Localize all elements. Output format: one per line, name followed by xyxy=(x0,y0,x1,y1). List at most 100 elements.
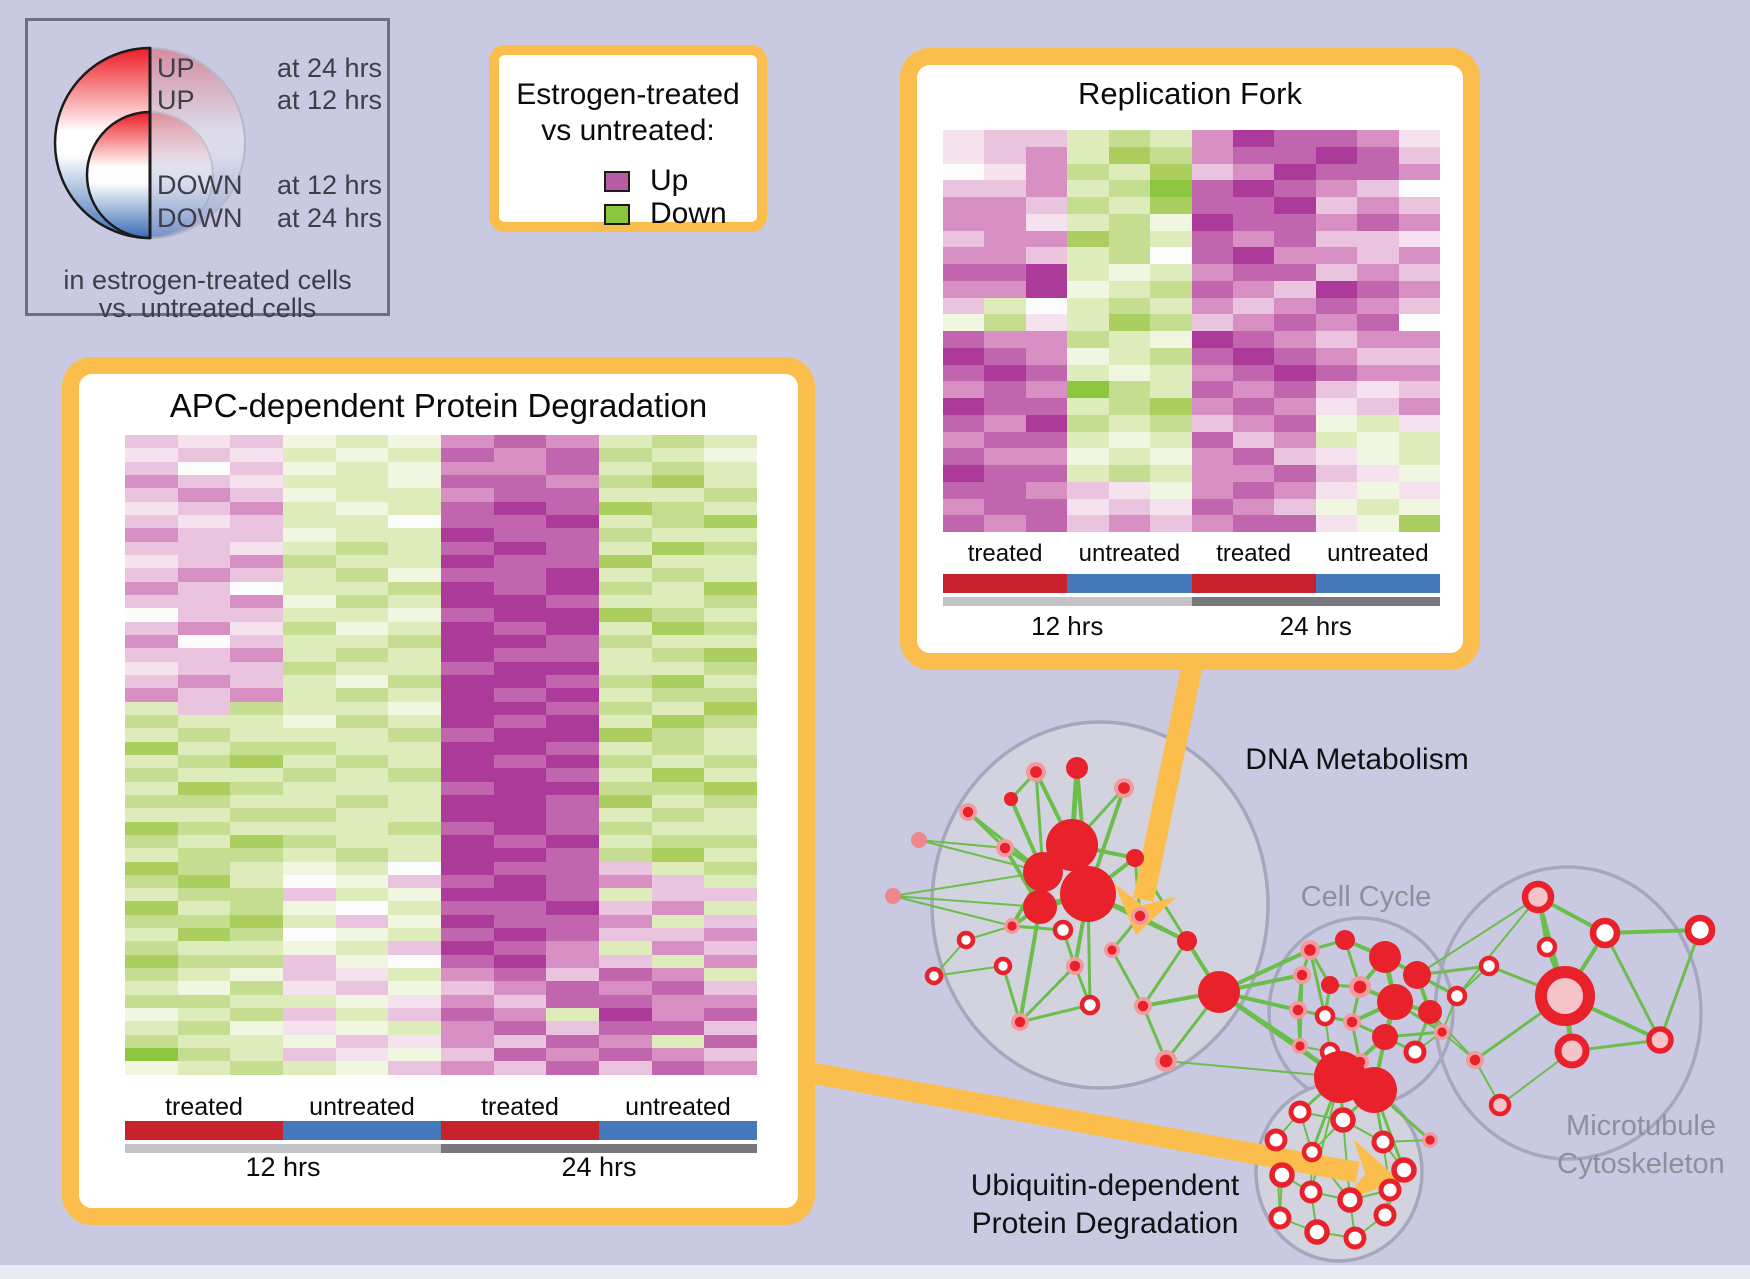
heatmap-cell xyxy=(651,994,705,1009)
heatmap-cell xyxy=(388,808,442,822)
heatmap-cell xyxy=(704,461,758,475)
heatmap-row xyxy=(125,648,758,662)
24hrs-bar-segment xyxy=(1191,597,1440,606)
heatmap-cell xyxy=(335,674,389,689)
heatmap-row xyxy=(125,981,758,995)
heatmap-cell xyxy=(441,648,494,662)
heatmap-cell xyxy=(599,968,652,982)
heatmap-cell xyxy=(283,714,336,729)
heatmap-cell xyxy=(1150,130,1192,147)
heatmap-cell xyxy=(125,541,178,555)
heatmap-row xyxy=(125,834,758,849)
heatmap-cell xyxy=(1398,163,1441,181)
heatmap-cell xyxy=(388,781,442,795)
heatmap-cell xyxy=(1357,481,1399,499)
heatmap-cell xyxy=(441,554,494,569)
heatmap-cell xyxy=(388,594,442,609)
network-node xyxy=(1007,921,1017,931)
heatmap-cell xyxy=(335,488,389,502)
heatmap-row xyxy=(125,501,758,515)
heatmap-cell xyxy=(283,435,336,449)
heatmap-cell xyxy=(125,701,178,715)
heatmap-cell xyxy=(704,1048,758,1062)
heatmap-cell xyxy=(441,941,494,955)
time-label-12hrs: 12 hrs xyxy=(1031,611,1104,641)
network-edge xyxy=(1308,949,1327,1017)
heatmap-cell xyxy=(441,928,494,942)
heatmap-cell xyxy=(704,568,758,582)
heatmap-cell xyxy=(1108,314,1151,331)
heatmap-cell xyxy=(1150,314,1192,331)
heatmap-cell xyxy=(599,928,652,942)
heatmap-cell xyxy=(177,901,231,915)
heatmap-cell xyxy=(283,501,336,515)
heatmap-row xyxy=(943,230,1441,248)
heatmap-cell xyxy=(1025,180,1068,197)
heatmap-cell xyxy=(651,688,705,702)
heatmap-cell xyxy=(493,1048,547,1062)
heatmap-cell xyxy=(493,501,547,515)
heatmap-cell xyxy=(704,634,758,649)
heatmap-cell xyxy=(125,821,178,835)
heatmap-cell xyxy=(177,435,231,449)
heatmap-cell xyxy=(651,1048,705,1062)
heatmap-cell xyxy=(230,954,284,969)
heatmap-cell xyxy=(704,741,758,755)
heatmap-cell xyxy=(125,728,178,742)
heatmap-cell xyxy=(704,701,758,715)
heatmap-cell xyxy=(1315,297,1358,315)
heatmap-cell xyxy=(599,768,652,782)
heatmap-cell xyxy=(1398,130,1441,147)
heatmap-cell xyxy=(599,754,652,769)
heatmap-cell xyxy=(1398,465,1441,482)
replication-fork-title: Replication Fork xyxy=(1078,76,1302,111)
heatmap-cell xyxy=(651,768,705,782)
heatmap-cell xyxy=(1357,431,1399,449)
heatmap-cell xyxy=(1232,465,1275,482)
heatmap-row xyxy=(125,794,758,809)
heatmap-cell xyxy=(1357,197,1399,214)
network-node xyxy=(1536,936,1558,958)
heatmap-cell xyxy=(1067,465,1109,482)
heatmap-cell xyxy=(230,794,284,809)
heatmap-cell xyxy=(1274,515,1316,532)
network-edge xyxy=(1603,932,1662,1041)
heatmap-cell xyxy=(1398,230,1441,248)
heatmap-cell xyxy=(1025,297,1068,315)
heatmap-cell xyxy=(177,808,231,822)
network-node xyxy=(1052,919,1074,941)
heatmap-cell xyxy=(984,280,1026,298)
heatmap-cell xyxy=(335,861,389,875)
heatmap-cell xyxy=(1025,398,1068,415)
heatmap-row xyxy=(125,808,758,822)
heatmap-cell xyxy=(1274,197,1316,214)
heatmap-cell xyxy=(984,515,1026,532)
heatmap-cell xyxy=(599,621,652,635)
heatmap-cell xyxy=(704,501,758,515)
heatmap-cell xyxy=(335,981,389,995)
heatmap-cell xyxy=(230,634,284,649)
heatmap-row xyxy=(125,714,758,729)
heatmap-cell xyxy=(704,994,758,1009)
heatmap-row xyxy=(943,163,1441,181)
heatmap-cell xyxy=(335,594,389,609)
legend-row-word: UP xyxy=(157,85,195,115)
heatmap-cell xyxy=(1150,465,1192,482)
heatmap-cell xyxy=(177,714,231,729)
heatmap-cell xyxy=(125,528,178,542)
heatmap-cell xyxy=(283,688,336,702)
heatmap-cell xyxy=(984,414,1026,432)
heatmap-cell xyxy=(704,661,758,675)
heatmap-cell xyxy=(441,954,494,969)
heatmap-cell xyxy=(1025,331,1068,348)
heatmap-cell xyxy=(599,554,652,569)
heatmap-cell xyxy=(546,501,600,515)
heatmap-cell xyxy=(1232,213,1275,231)
network-node xyxy=(1521,880,1555,914)
heatmap-cell xyxy=(1150,498,1192,516)
heatmap-cell xyxy=(283,661,336,675)
heatmap-cell xyxy=(388,981,442,995)
heatmap-row xyxy=(125,461,758,475)
heatmap-cell xyxy=(1108,163,1151,181)
comparison-legend-box: Estrogen-treated vs untreated: Up Down xyxy=(489,45,767,232)
